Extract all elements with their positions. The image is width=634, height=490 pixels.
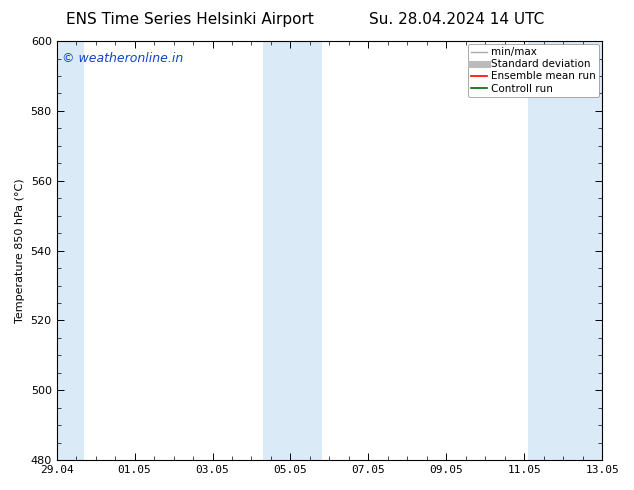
Bar: [528, 41, 602, 460]
Bar: [263, 41, 321, 460]
Text: ENS Time Series Helsinki Airport: ENS Time Series Helsinki Airport: [67, 12, 314, 27]
Bar: [56, 41, 84, 460]
Text: Su. 28.04.2024 14 UTC: Su. 28.04.2024 14 UTC: [369, 12, 544, 27]
Y-axis label: Temperature 850 hPa (°C): Temperature 850 hPa (°C): [15, 178, 25, 323]
Text: © weatheronline.in: © weatheronline.in: [62, 51, 183, 65]
Legend: min/max, Standard deviation, Ensemble mean run, Controll run: min/max, Standard deviation, Ensemble me…: [468, 44, 599, 97]
